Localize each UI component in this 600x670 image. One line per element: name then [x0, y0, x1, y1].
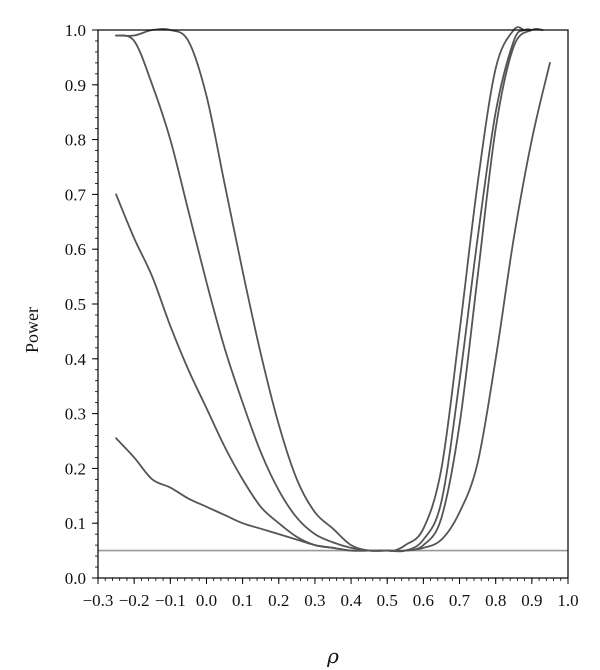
series-line-4 — [115, 61, 551, 552]
y-tick-label: 0.0 — [65, 569, 86, 588]
x-tick-label: 0.2 — [268, 591, 289, 610]
series-line-1 — [115, 26, 533, 552]
x-tick-label: 0.0 — [196, 591, 217, 610]
x-tick-label: 0.3 — [304, 591, 325, 610]
x-tick-label: −0.1 — [155, 591, 186, 610]
x-tick-label: 1.0 — [557, 591, 578, 610]
x-tick-label: −0.3 — [83, 591, 114, 610]
x-tick-label: 0.6 — [413, 591, 434, 610]
x-tick-label: 0.9 — [521, 591, 542, 610]
y-axis-title: Power — [22, 307, 42, 353]
y-tick-label: 0.3 — [65, 405, 86, 424]
x-axis-title: ρ — [326, 644, 339, 668]
series-layer — [115, 26, 551, 553]
y-tick-label: 0.8 — [65, 131, 86, 150]
y-tick-label: 0.4 — [65, 350, 87, 369]
y-axis: 0.0 0.1 0.2 0.3 0.4 0.5 0.6 0.7 0.8 0.9 1.0 — [65, 21, 98, 588]
series-line-2 — [115, 28, 533, 553]
series-line-3 — [115, 27, 544, 552]
x-axis: −0.3 −0.2 −0.1 0.0 0.1 0.2 0.3 0.4 0.5 0.6 0.7 0.8 0… — [83, 578, 579, 610]
y-tick-label: 0.7 — [65, 185, 87, 204]
x-tick-label: 0.7 — [449, 591, 471, 610]
y-tick-label: 0.6 — [65, 240, 86, 259]
y-tick-label: 1.0 — [65, 21, 86, 40]
y-tick-label: 0.5 — [65, 295, 86, 314]
y-tick-label: 0.2 — [65, 459, 86, 478]
x-tick-label: 0.1 — [232, 591, 253, 610]
x-tick-label: −0.2 — [119, 591, 150, 610]
y-tick-label: 0.9 — [65, 76, 86, 95]
y-tick-label: 0.1 — [65, 514, 86, 533]
x-tick-label: 0.5 — [377, 591, 398, 610]
x-tick-label: 0.8 — [485, 591, 506, 610]
x-tick-label: 0.4 — [340, 591, 362, 610]
